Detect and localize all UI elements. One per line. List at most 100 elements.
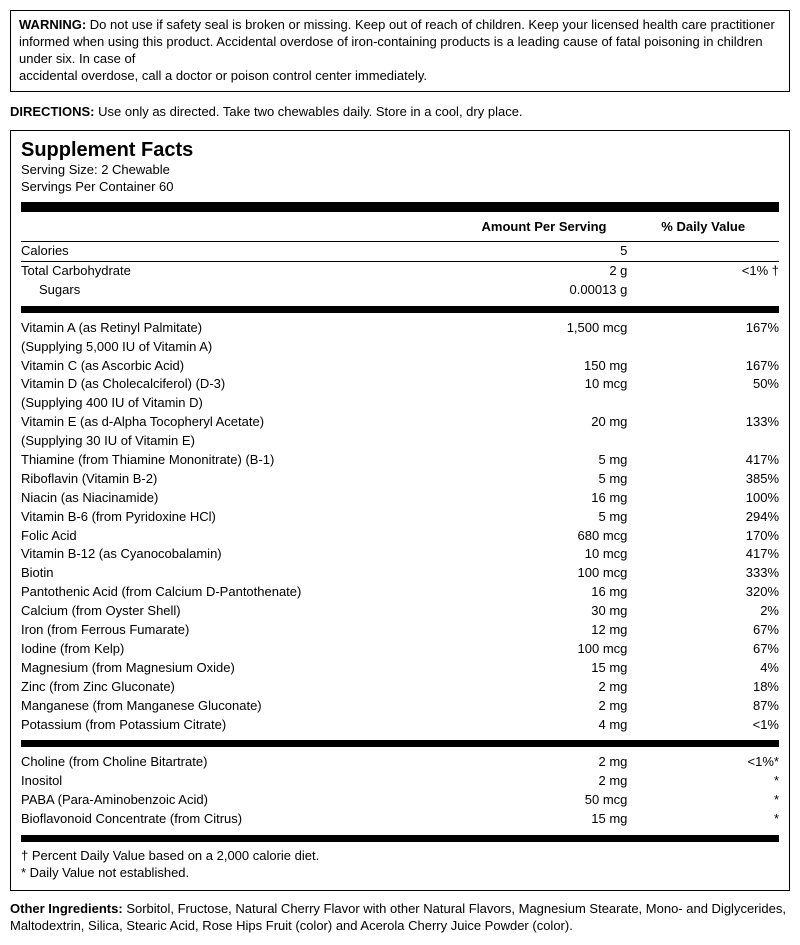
table-row: Vitamin D (as Cholecalciferol) (D-3)10 m… — [21, 375, 779, 394]
row-dv: 100% — [627, 489, 779, 508]
facts-header-table: Amount Per Serving % Daily Value — [21, 218, 779, 237]
row-name: Calcium (from Oyster Shell) — [21, 602, 461, 621]
row-dv: <1% — [627, 716, 779, 735]
warning-box: WARNING: Do not use if safety seal is br… — [10, 10, 790, 92]
row-dv: 385% — [627, 470, 779, 489]
row-name: Magnesium (from Magnesium Oxide) — [21, 659, 461, 678]
warning-text: Do not use if safety seal is broken or m… — [19, 17, 775, 66]
row-dv: 2% — [627, 602, 779, 621]
divider-thick — [21, 740, 779, 747]
servings-per-container: Servings Per Container 60 — [21, 179, 779, 196]
row-dv: 4% — [627, 659, 779, 678]
divider-thick — [21, 306, 779, 313]
row-name: (Supplying 400 IU of Vitamin D) — [21, 394, 461, 413]
row-name: Vitamin E (as d-Alpha Tocopheryl Acetate… — [21, 413, 461, 432]
row-amt: 30 mg — [461, 602, 628, 621]
row-name: Iodine (from Kelp) — [21, 640, 461, 659]
header-dv: % Daily Value — [627, 218, 779, 237]
row-amt: 5 mg — [461, 470, 628, 489]
row-dv: 333% — [627, 564, 779, 583]
row-name: Inositol — [21, 772, 461, 791]
table-row: Vitamin E (as d-Alpha Tocopheryl Acetate… — [21, 413, 779, 432]
table-row: Biotin100 mcg333% — [21, 564, 779, 583]
table-row: Inositol2 mg* — [21, 772, 779, 791]
row-amt: 10 mcg — [461, 375, 628, 394]
row-amt: 2 g — [461, 262, 628, 281]
table-row: Magnesium (from Magnesium Oxide)15 mg4% — [21, 659, 779, 678]
row-amt — [461, 338, 628, 357]
nutrient-table-secondary: Choline (from Choline Bitartrate)2 mg<1%… — [21, 753, 779, 829]
row-dv: 50% — [627, 375, 779, 394]
row-dv: 417% — [627, 451, 779, 470]
row-amt: 16 mg — [461, 489, 628, 508]
table-row: Riboflavin (Vitamin B-2)5 mg385% — [21, 470, 779, 489]
row-name: Vitamin B-12 (as Cyanocobalamin) — [21, 545, 461, 564]
table-row: Iodine (from Kelp)100 mcg67% — [21, 640, 779, 659]
row-dv: 170% — [627, 527, 779, 546]
table-row: Vitamin B-12 (as Cyanocobalamin)10 mcg41… — [21, 545, 779, 564]
row-name: Vitamin D (as Cholecalciferol) (D-3) — [21, 375, 461, 394]
other-ingredients-label: Other Ingredients: — [10, 901, 123, 916]
row-name: (Supplying 5,000 IU of Vitamin A) — [21, 338, 461, 357]
nutrient-table: Vitamin A (as Retinyl Palmitate)1,500 mc… — [21, 319, 779, 735]
row-amt: 20 mg — [461, 413, 628, 432]
row-dv: 133% — [627, 413, 779, 432]
row-dv — [627, 338, 779, 357]
row-name: Sugars — [21, 281, 461, 300]
table-row: Pantothenic Acid (from Calcium D-Pantoth… — [21, 583, 779, 602]
row-name: PABA (Para-Aminobenzoic Acid) — [21, 791, 461, 810]
table-row: Folic Acid680 mcg170% — [21, 527, 779, 546]
row-name: Total Carbohydrate — [21, 262, 461, 281]
table-row: (Supplying 400 IU of Vitamin D) — [21, 394, 779, 413]
serving-size: Serving Size: 2 Chewable — [21, 162, 779, 179]
row-amt — [461, 394, 628, 413]
row-amt: 0.00013 g — [461, 281, 628, 300]
row-dv — [627, 281, 779, 300]
row-dv: 294% — [627, 508, 779, 527]
row-name: Riboflavin (Vitamin B-2) — [21, 470, 461, 489]
table-row: (Supplying 30 IU of Vitamin E) — [21, 432, 779, 451]
row-name: Vitamin C (as Ascorbic Acid) — [21, 357, 461, 376]
table-row: Zinc (from Zinc Gluconate)2 mg18% — [21, 678, 779, 697]
row-dv: 87% — [627, 697, 779, 716]
row-dv: * — [627, 791, 779, 810]
table-row: Vitamin A (as Retinyl Palmitate)1,500 mc… — [21, 319, 779, 338]
row-name: (Supplying 30 IU of Vitamin E) — [21, 432, 461, 451]
row-dv — [627, 394, 779, 413]
row-amt: 2 mg — [461, 678, 628, 697]
row-amt: 50 mcg — [461, 791, 628, 810]
other-ingredients-text: Sorbitol, Fructose, Natural Cherry Flavo… — [10, 901, 786, 933]
row-name: Thiamine (from Thiamine Mononitrate) (B-… — [21, 451, 461, 470]
row-amt: 100 mcg — [461, 564, 628, 583]
footnote: † Percent Daily Value based on a 2,000 c… — [21, 848, 779, 865]
table-row: Manganese (from Manganese Gluconate)2 mg… — [21, 697, 779, 716]
footnote: * Daily Value not established. — [21, 865, 779, 882]
row-name: Biotin — [21, 564, 461, 583]
row-dv: 167% — [627, 319, 779, 338]
facts-calories-table: Calories 5 Total Carbohydrate 2 g <1% † … — [21, 241, 779, 300]
header-amount: Amount Per Serving — [461, 218, 628, 237]
row-name: Vitamin A (as Retinyl Palmitate) — [21, 319, 461, 338]
row-dv: 167% — [627, 357, 779, 376]
row-amt: 15 mg — [461, 659, 628, 678]
row-amt: 2 mg — [461, 697, 628, 716]
row-name: Folic Acid — [21, 527, 461, 546]
table-row: Potassium (from Potassium Citrate)4 mg<1… — [21, 716, 779, 735]
row-dv: 320% — [627, 583, 779, 602]
row-name: Bioflavonoid Concentrate (from Citrus) — [21, 810, 461, 829]
row-name: Choline (from Choline Bitartrate) — [21, 753, 461, 772]
row-name: Manganese (from Manganese Gluconate) — [21, 697, 461, 716]
row-name: Vitamin B-6 (from Pyridoxine HCl) — [21, 508, 461, 527]
table-row: Calcium (from Oyster Shell)30 mg2% — [21, 602, 779, 621]
facts-title: Supplement Facts — [21, 139, 779, 162]
row-amt: 680 mcg — [461, 527, 628, 546]
row-name: Potassium (from Potassium Citrate) — [21, 716, 461, 735]
supplement-facts-panel: Supplement Facts Serving Size: 2 Chewabl… — [10, 130, 790, 890]
row-name: Zinc (from Zinc Gluconate) — [21, 678, 461, 697]
row-dv: 18% — [627, 678, 779, 697]
row-amt: 5 mg — [461, 451, 628, 470]
other-ingredients: Other Ingredients: Sorbitol, Fructose, N… — [10, 901, 790, 935]
row-amt: 150 mg — [461, 357, 628, 376]
divider-thick — [21, 202, 779, 212]
row-amt: 2 mg — [461, 772, 628, 791]
